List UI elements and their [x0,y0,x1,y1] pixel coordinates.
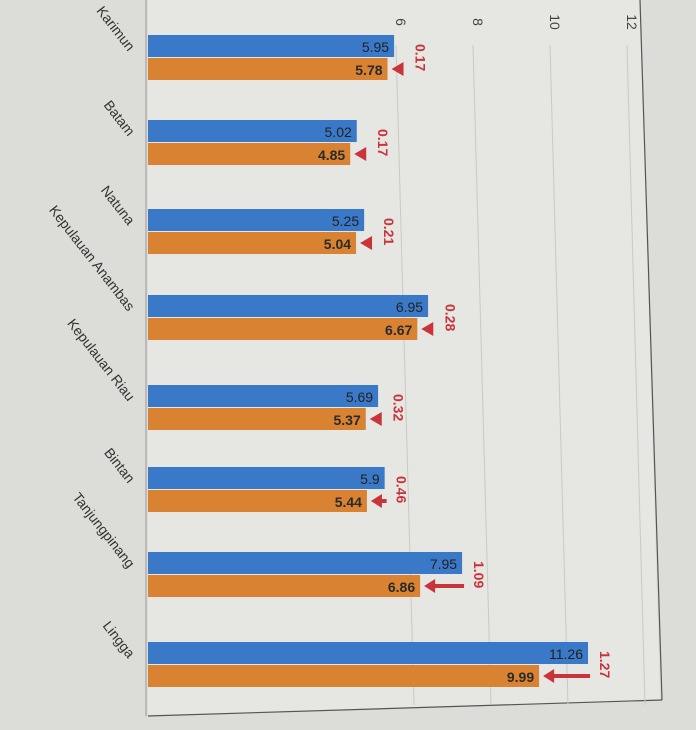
data-label-series1: 5.95 [362,39,389,55]
difference-triangle-icon [391,62,404,76]
bar-series1 [148,120,357,142]
gridline [626,44,646,706]
difference-arrow-icon [424,579,436,593]
data-label-series1: 5.25 [332,213,359,229]
gridline [472,44,492,706]
tick-label: 6 [393,18,409,26]
bar-series2 [148,408,366,430]
data-label-series1: 5.02 [325,124,352,140]
difference-label: 1.09 [471,561,487,588]
difference-label: 0.32 [391,394,407,421]
tick-label: 10 [547,14,563,30]
bar-series2 [148,665,540,687]
tick-label: 8 [470,18,486,26]
data-label-series2: 6.86 [388,579,415,595]
difference-label: 0.28 [442,304,458,331]
data-label-series1: 5.69 [346,389,373,405]
data-label-series2: 5.37 [333,412,360,428]
plot-border-right [639,0,663,701]
difference-label: 1.27 [597,651,613,678]
plot-border-bottom [147,699,663,717]
data-label-series1: 6.95 [396,299,423,315]
difference-label: 0.21 [381,218,397,245]
bar-series2 [148,490,367,512]
difference-triangle-icon [369,412,382,426]
bar-series1 [148,385,379,407]
data-label-series2: 6.67 [385,322,412,338]
bar-series2 [148,143,351,165]
data-label-series2: 4.85 [318,147,345,163]
difference-arrow-icon [543,669,555,683]
difference-label: 0.17 [375,129,391,156]
bar-series1 [148,552,463,574]
bar-series2 [148,232,357,254]
data-label-series2: 5.78 [355,62,382,78]
bar-series2 [148,58,388,80]
difference-triangle-icon [421,322,434,336]
difference-label: 0.17 [413,44,429,71]
bar-series1 [148,467,385,489]
tick-label: 12 [624,14,640,30]
difference-triangle-icon [354,147,367,161]
difference-arrow-icon [370,494,382,508]
bar-series1 [148,642,589,664]
gridline [549,44,569,706]
data-label-series1: 7.95 [430,556,457,572]
bar-series2 [148,575,421,597]
data-label-series2: 5.04 [324,236,351,252]
difference-triangle-icon [360,236,373,250]
data-label-series1: 5.9 [360,471,380,487]
data-label-series2: 9.99 [507,669,534,685]
difference-label: 0.46 [394,476,410,503]
bar-series1 [148,35,395,57]
bar-series1 [148,209,365,231]
bar-series1 [148,295,429,317]
plot-area [148,0,660,715]
data-label-series1: 11.26 [549,646,583,662]
bar-series2 [148,318,418,340]
data-label-series2: 5.44 [335,494,362,510]
